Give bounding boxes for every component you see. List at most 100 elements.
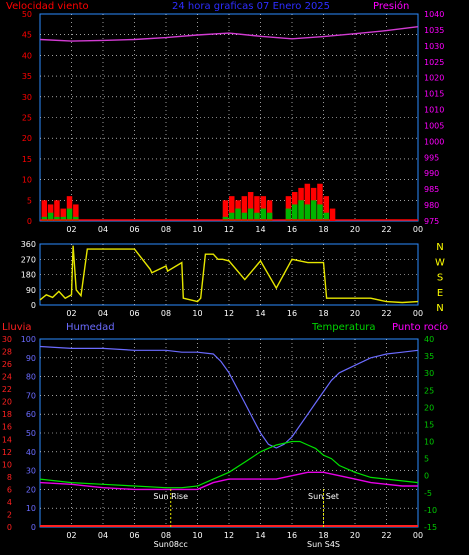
- sun-annotation: Sun Rise: [153, 492, 188, 501]
- x-tick-label: 02: [66, 531, 76, 540]
- humidity-line: [39, 345, 419, 449]
- wind-gust-bar: [323, 196, 329, 221]
- x-tick-label: 14: [255, 531, 265, 540]
- x-tick-label: 20: [350, 225, 360, 234]
- wind-gust-bar: [54, 200, 60, 221]
- chart-title: 24 hora graficas 07 Enero 2025: [172, 1, 330, 12]
- wind-gust-bar: [247, 192, 254, 221]
- y-tick-label: 90: [26, 286, 36, 295]
- wind-speed-bar: [310, 200, 317, 221]
- wind-speed-bar: [266, 212, 273, 221]
- x-tick-label: 02: [66, 309, 76, 318]
- wind-speed-bar: [241, 212, 248, 221]
- wind-speed-bar: [247, 208, 254, 221]
- x-tick-label: 08: [161, 225, 171, 234]
- y-tick-label: 30: [424, 369, 434, 378]
- y-tick-label: 1010: [424, 106, 444, 115]
- x-tick-label: 04: [98, 531, 108, 540]
- y-tick-label: 5: [27, 196, 32, 205]
- x-tick-label: 08: [161, 309, 171, 318]
- pressure-label: Presión: [373, 0, 409, 12]
- x-tick-label: 00: [413, 309, 423, 318]
- y-tick-label: 270: [21, 255, 36, 264]
- wind-pressure-panel: 02 04 06 08 10 12 14 16 18 20 22 000510152025303540…: [22, 10, 445, 234]
- temperature-line: [39, 440, 419, 489]
- y-tick-label: 0: [7, 523, 12, 532]
- y-tick-label: 20: [26, 485, 36, 494]
- y-tick-label: 0: [27, 217, 32, 226]
- y-tick-label: 18: [2, 410, 12, 419]
- y-tick-label: 40: [424, 335, 434, 344]
- wind-speed-bar: [260, 208, 266, 221]
- y-tick-label: 90: [26, 354, 36, 363]
- y-tick-label: 14: [2, 435, 12, 444]
- wind-speed-bar: [229, 212, 235, 221]
- y-tick-label: 25: [424, 386, 434, 395]
- y-tick-label: 990: [424, 169, 439, 178]
- x-tick-label: 12: [224, 531, 234, 540]
- wind-gust-bar: [222, 200, 229, 221]
- y-tick-label: 1020: [424, 74, 444, 83]
- compass-label: N: [436, 242, 443, 253]
- x-tick-label: 00: [413, 225, 423, 234]
- x-tick-label: 22: [381, 309, 391, 318]
- x-tick-label: 00: [413, 531, 423, 540]
- wind-gust-bar: [317, 183, 323, 221]
- x-tick-label: 20: [350, 531, 360, 540]
- y-tick-label: 975: [424, 217, 439, 226]
- wind-speed-bar: [73, 216, 79, 221]
- y-tick-label: 40: [22, 51, 32, 60]
- dewpoint-label: Punto rocío: [392, 321, 448, 333]
- y-tick-label: 22: [2, 385, 12, 394]
- compass-label: E: [437, 288, 443, 299]
- y-tick-label: 1035: [424, 26, 444, 35]
- wind-speed-bar: [285, 208, 292, 221]
- x-tick-label: 10: [192, 531, 202, 540]
- y-tick-label: 20: [22, 134, 32, 143]
- y-tick-label: 1000: [424, 137, 444, 146]
- x-tick-label: 08: [161, 531, 171, 540]
- x-tick-label: 14: [255, 225, 265, 234]
- x-tick-label: 22: [381, 531, 391, 540]
- wind-gust-bar: [41, 200, 48, 221]
- x-tick-label: 06: [129, 531, 139, 540]
- y-tick-label: 15: [424, 420, 434, 429]
- y-tick-label: 25: [22, 114, 32, 123]
- x-tick-label: 16: [287, 309, 297, 318]
- y-tick-label: 2: [7, 510, 12, 519]
- wind-speed-bar: [235, 208, 241, 221]
- wind-gust-bar: [241, 196, 248, 221]
- wind-speed-bar: [41, 216, 48, 221]
- y-tick-label: 1040: [424, 10, 444, 19]
- x-tick-label: 12: [224, 225, 234, 234]
- compass-label: S: [437, 273, 443, 284]
- x-tick-label: 12: [224, 309, 234, 318]
- y-tick-label: 20: [2, 398, 12, 407]
- sun-time-label: Sun08cc: [154, 540, 188, 549]
- compass-label: W: [435, 257, 445, 268]
- y-tick-label: -5: [424, 489, 432, 498]
- wind-speed-bar: [323, 212, 329, 221]
- x-tick-label: 10: [192, 225, 202, 234]
- compass-label: N: [436, 303, 443, 314]
- y-tick-label: 6: [7, 485, 12, 494]
- x-tick-label: 04: [98, 225, 108, 234]
- y-tick-label: 4: [7, 498, 12, 507]
- wind-speed-bar: [298, 200, 304, 221]
- y-tick-label: 0: [424, 472, 429, 481]
- dewpoint-line: [39, 471, 418, 491]
- humidity-label: Humedad: [66, 322, 115, 333]
- y-tick-label: 45: [22, 31, 32, 40]
- y-tick-label: 30: [26, 467, 36, 476]
- y-tick-label: 60: [26, 410, 36, 419]
- x-tick-label: 18: [318, 225, 328, 234]
- sun-annotation: Sun Set: [308, 492, 339, 501]
- y-tick-label: 35: [22, 72, 32, 81]
- x-tick-label: 10: [192, 309, 202, 318]
- wind-gust-bar: [266, 200, 273, 221]
- wind-speed-bar: [222, 216, 229, 221]
- y-tick-label: 0: [31, 523, 36, 532]
- y-tick-label: 12: [2, 448, 12, 457]
